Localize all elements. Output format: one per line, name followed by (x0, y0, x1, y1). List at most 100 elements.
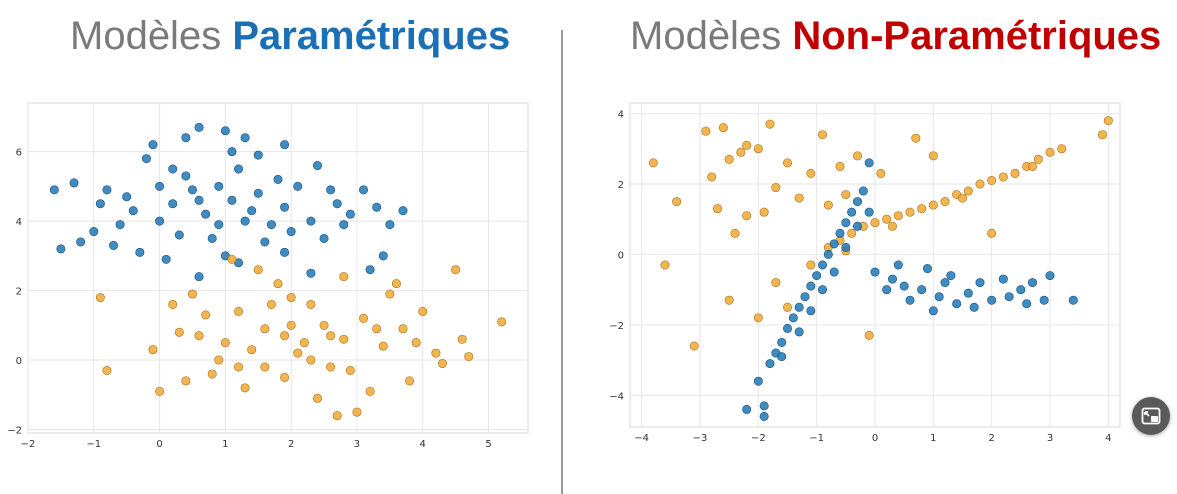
parametric-orange-point (201, 310, 211, 320)
nonparametric-blue-point (1068, 295, 1078, 305)
parametric-blue-point (148, 140, 158, 150)
right-title-accent: Non-Paramétriques (792, 14, 1162, 58)
nonparametric-orange-point (887, 221, 897, 231)
parametric-orange-point (234, 362, 244, 372)
parametric-blue-point (89, 227, 99, 237)
nonparametric-orange-point (1103, 116, 1113, 126)
y-tick-label: −2 (609, 321, 624, 332)
nonparametric-orange-point (870, 218, 880, 228)
x-tick-label: 0 (872, 433, 878, 444)
nonparametric-blue-point (1027, 278, 1037, 288)
parametric-orange-point (418, 306, 428, 316)
parametric-blue-point (365, 265, 375, 275)
nonparametric-blue-point (777, 337, 787, 347)
nonparametric-orange-point (835, 161, 845, 171)
parametric-orange-point (286, 320, 296, 330)
parametric-orange-point (312, 393, 322, 403)
parametric-orange-point (194, 331, 204, 341)
x-tick-label: 2 (288, 439, 294, 450)
y-tick-label: 4 (16, 217, 22, 228)
parametric-blue-point (194, 272, 204, 282)
nonparametric-blue-point (783, 323, 793, 333)
parametric-orange-point (398, 324, 408, 334)
parametric-blue-point (49, 185, 59, 195)
parametric-blue-point (319, 233, 329, 243)
parametric-orange-point (273, 279, 283, 289)
nonparametric-orange-point (753, 144, 763, 154)
parametric-blue-point (306, 268, 316, 278)
nonparametric-blue-point (899, 281, 909, 291)
parametric-blue-point (266, 220, 276, 230)
parametric-blue-point (253, 188, 263, 198)
parametric-orange-point (464, 352, 474, 362)
y-tick-label: 2 (618, 180, 624, 191)
nonparametric-orange-point (701, 126, 711, 136)
nonparametric-orange-point (893, 211, 903, 221)
parametric-blue-point (280, 247, 290, 257)
nonparametric-blue-point (759, 401, 769, 411)
parametric-orange-point (102, 365, 112, 375)
parametric-orange-point (457, 334, 467, 344)
parametric-orange-point (280, 331, 290, 341)
parametric-orange-point (339, 272, 349, 282)
parametric-blue-point (214, 181, 224, 191)
parametric-blue-point (115, 220, 125, 230)
parametric-orange-point (385, 289, 395, 299)
parametric-orange-point (497, 317, 507, 327)
y-tick-label: 4 (618, 110, 624, 121)
parametric-orange-point (207, 369, 217, 379)
nonparametric-blue-point (858, 186, 868, 196)
parametric-orange-point (431, 348, 441, 358)
nonparametric-orange-point (783, 158, 793, 168)
nonparametric-blue-point (1045, 271, 1055, 281)
parametric-orange-point (345, 365, 355, 375)
nonparametric-orange-point (841, 190, 851, 200)
x-tick-label: 4 (1105, 433, 1111, 444)
nonparametric-blue-point (928, 306, 938, 316)
parametric-blue-point (359, 185, 369, 195)
parametric-orange-point (378, 341, 388, 351)
parametric-blue-point (253, 150, 263, 160)
parametric-blue-point (122, 192, 132, 202)
nonparametric-orange-point (672, 197, 682, 207)
nonparametric-orange-point (742, 211, 752, 221)
nonparametric-orange-point (928, 151, 938, 161)
picture-in-picture-button[interactable] (1132, 397, 1170, 435)
parametric-blue-point (247, 206, 257, 216)
nonparametric-orange-point (689, 341, 699, 351)
nonparametric-blue-point (794, 302, 804, 312)
parametric-orange-point (306, 355, 316, 365)
nonparametric-blue-point (917, 285, 927, 295)
parametric-blue-point (240, 133, 250, 143)
nonparametric-orange-point (940, 197, 950, 207)
parametric-blue-point (227, 195, 237, 205)
right-title: Modèles Non-Paramétriques (630, 14, 1161, 59)
parametric-orange-point (359, 313, 369, 323)
parametric-orange-point (260, 362, 270, 372)
nonparametric-orange-point (1027, 161, 1037, 171)
x-tick-label: −3 (693, 433, 708, 444)
parametric-orange-point (372, 324, 382, 334)
parametric-orange-point (181, 376, 191, 386)
parametric-orange-point (214, 355, 224, 365)
nonparametric-blue-point (829, 267, 839, 277)
nonparametric-blue-point (998, 274, 1008, 284)
nonparametric-blue-point (864, 207, 874, 217)
parametric-orange-point (253, 265, 263, 275)
parametric-blue-point (155, 216, 165, 226)
parametric-orange-point (326, 331, 336, 341)
nonparametric-orange-point (911, 133, 921, 143)
parametric-orange-point (451, 265, 461, 275)
parametric-blue-point (312, 161, 322, 171)
nonparametric-blue-point (800, 292, 810, 302)
nonparametric-blue-point (818, 285, 828, 295)
parametric-blue-point (168, 164, 178, 174)
nonparametric-blue-point (952, 299, 962, 309)
parametric-blue-point (128, 206, 138, 216)
parametric-blue-point (280, 202, 290, 212)
nonparametric-blue-point (794, 327, 804, 337)
nonparametric-orange-point (975, 179, 985, 189)
parametric-blue-point (141, 154, 151, 164)
nonparametric-orange-point (998, 172, 1008, 182)
x-tick-label: −2 (751, 433, 766, 444)
